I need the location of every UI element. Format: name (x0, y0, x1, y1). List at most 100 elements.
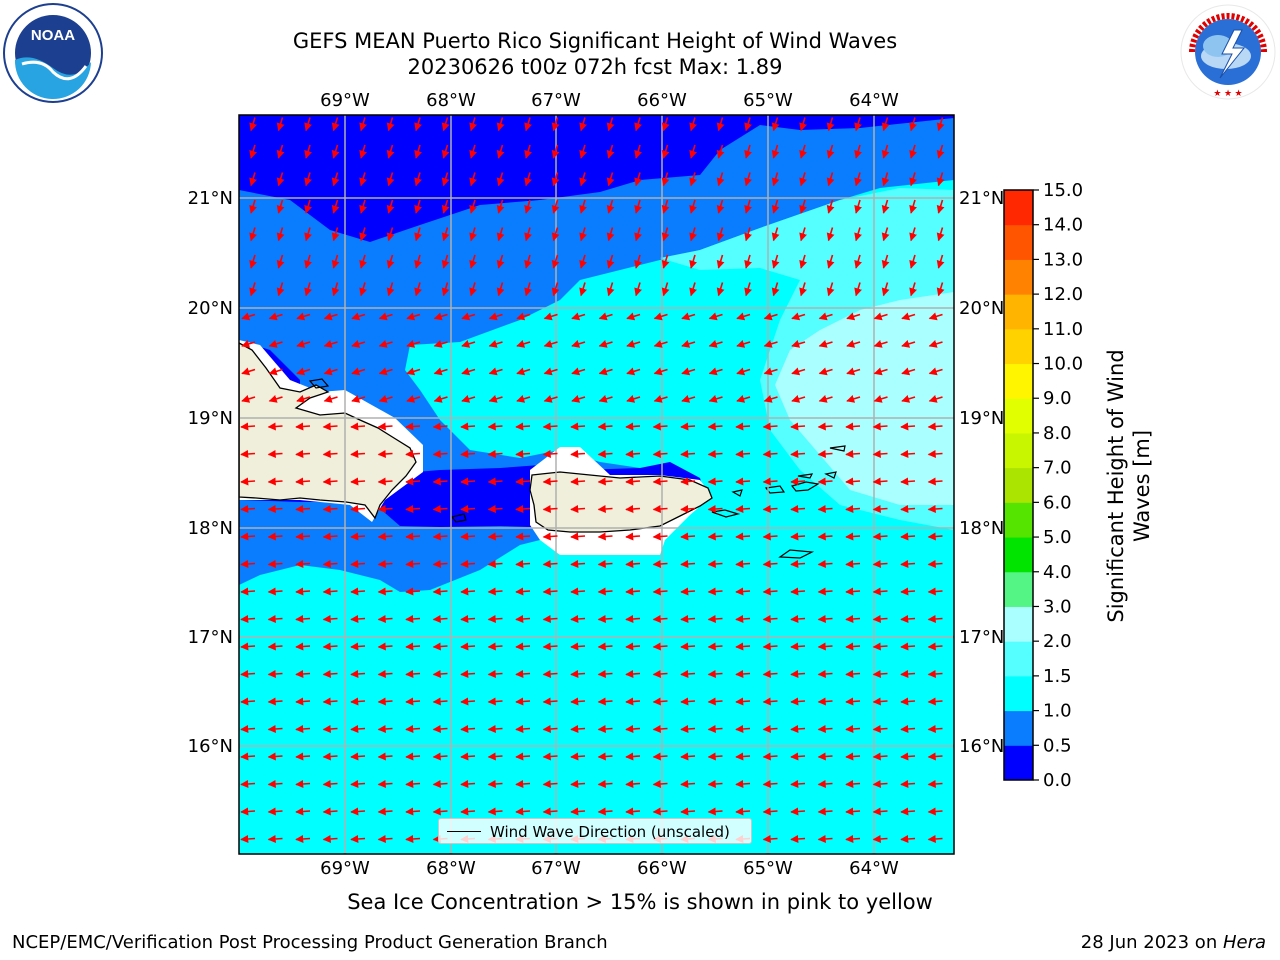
wave-direction-arrow (351, 340, 366, 348)
colorbar-title-line2: Waves [m] (1130, 430, 1154, 542)
left-lat-label: 19°N (188, 408, 233, 429)
wave-direction-arrow (377, 642, 393, 651)
wave-direction-arrow (276, 172, 285, 187)
colorbar-segment (1004, 710, 1033, 746)
wave-direction-arrow (460, 724, 476, 733)
wave-direction-arrow (927, 422, 943, 431)
wave-direction-arrow (909, 172, 917, 187)
wave-direction-arrow (469, 227, 477, 242)
wave-direction-arrow (295, 779, 311, 788)
wave-direction-arrow (405, 614, 421, 623)
wave-direction-arrow (487, 669, 503, 678)
wave-direction-arrow (496, 117, 505, 132)
wave-direction-arrow (542, 724, 558, 733)
wave-direction-arrow (901, 367, 916, 376)
wave-direction-arrow (296, 395, 311, 403)
wave-direction-arrow (240, 449, 256, 458)
colorbar-segment (1004, 675, 1033, 712)
wave-direction-arrow (625, 422, 641, 431)
wave-direction-arrow (661, 172, 670, 187)
wave-direction-arrow (469, 254, 477, 269)
wave-direction-arrow (881, 117, 890, 132)
wave-direction-arrow (296, 367, 311, 376)
wave-direction-arrow (579, 227, 587, 242)
wave-direction-arrow (405, 752, 421, 761)
wave-direction-arrow (817, 504, 833, 513)
colorbar-segment (1004, 294, 1033, 330)
wave-direction-arrow (716, 282, 725, 297)
right-lat-label: 21°N (959, 188, 1004, 209)
wave-direction-arrow (817, 642, 833, 651)
wave-direction-arrow (762, 697, 778, 706)
wave-direction-arrow (790, 587, 806, 596)
wave-direction-arrow (350, 532, 366, 541)
wave-direction-arrow (240, 697, 256, 706)
wave-direction-arrow (790, 834, 806, 843)
wave-direction-arrow (854, 144, 862, 159)
wave-direction-arrow (791, 367, 806, 376)
wave-direction-arrow (350, 449, 366, 458)
wave-direction-arrow (652, 724, 668, 733)
wave-direction-arrow (240, 669, 256, 678)
wave-direction-arrow (322, 752, 338, 761)
wave-direction-arrow (295, 724, 311, 733)
wave-direction-arrow (267, 504, 283, 513)
wave-direction-arrow (488, 312, 503, 321)
wave-direction-arrow (900, 449, 916, 458)
colorbar-segment (1004, 224, 1033, 260)
wave-direction-arrow (762, 779, 778, 788)
wave-direction-arrow (295, 422, 311, 431)
wave-direction-arrow (872, 532, 888, 541)
wave-direction-arrow (323, 340, 338, 348)
wave-direction-arrow (681, 395, 696, 403)
wave-direction-arrow (267, 834, 283, 843)
wave-direction-arrow (249, 199, 257, 214)
wave-direction-arrow (386, 117, 395, 132)
wave-direction-arrow (350, 807, 366, 816)
wave-direction-arrow (405, 504, 421, 513)
wave-direction-arrow (872, 614, 888, 623)
map-frame (238, 114, 955, 855)
wave-direction-arrow (818, 367, 833, 376)
wave-direction-arrow (515, 477, 531, 486)
wave-direction-arrow (625, 669, 641, 678)
wave-direction-arrow (323, 367, 338, 376)
wave-direction-arrow (936, 172, 945, 187)
wave-direction-arrow (854, 227, 862, 242)
wave-direction-arrow (927, 779, 943, 788)
wave-direction-arrow (351, 395, 366, 403)
top-lon-label: 68°W (426, 90, 476, 111)
wave-direction-arrow (551, 227, 560, 242)
wave-direction-arrow (680, 697, 696, 706)
wave-direction-arrow (350, 779, 366, 788)
wave-direction-arrow (460, 752, 476, 761)
colorbar-tick-label: 15.0 (1043, 180, 1083, 201)
wave-direction-arrow (570, 697, 586, 706)
wave-direction-arrow (762, 614, 778, 623)
wave-direction-arrow (771, 227, 780, 242)
wave-direction-arrow (386, 199, 395, 214)
wave-direction-arrow (680, 779, 696, 788)
wave-direction-arrow (570, 504, 586, 513)
wave-direction-arrow (680, 724, 696, 733)
wave-direction-arrow (386, 227, 395, 242)
wave-direction-arrow (350, 422, 366, 431)
wave-direction-arrow (487, 642, 503, 651)
colorbar-segment (1004, 398, 1033, 434)
wave-direction-arrow (359, 117, 367, 132)
colorbar-title: Significant Height of Wind Waves [m] (1104, 349, 1154, 622)
wave-direction-arrow (845, 697, 861, 706)
wave-direction-arrow (295, 697, 311, 706)
wave-direction-arrow (377, 449, 393, 458)
wave-direction-arrow (441, 172, 450, 187)
wave-direction-arrow (927, 504, 943, 513)
wave-direction-arrow (571, 395, 586, 403)
wave-direction-arrow (414, 144, 422, 159)
wave-direction-arrow (799, 282, 807, 297)
wave-direction-arrow (406, 312, 421, 321)
colorbar-tick-label: 6.0 (1043, 492, 1072, 513)
bottom-lon-label: 69°W (320, 858, 370, 879)
wave-direction-arrow (496, 227, 505, 242)
colorbar-tick-label: 12.0 (1043, 284, 1083, 305)
wave-direction-arrow (386, 172, 395, 187)
